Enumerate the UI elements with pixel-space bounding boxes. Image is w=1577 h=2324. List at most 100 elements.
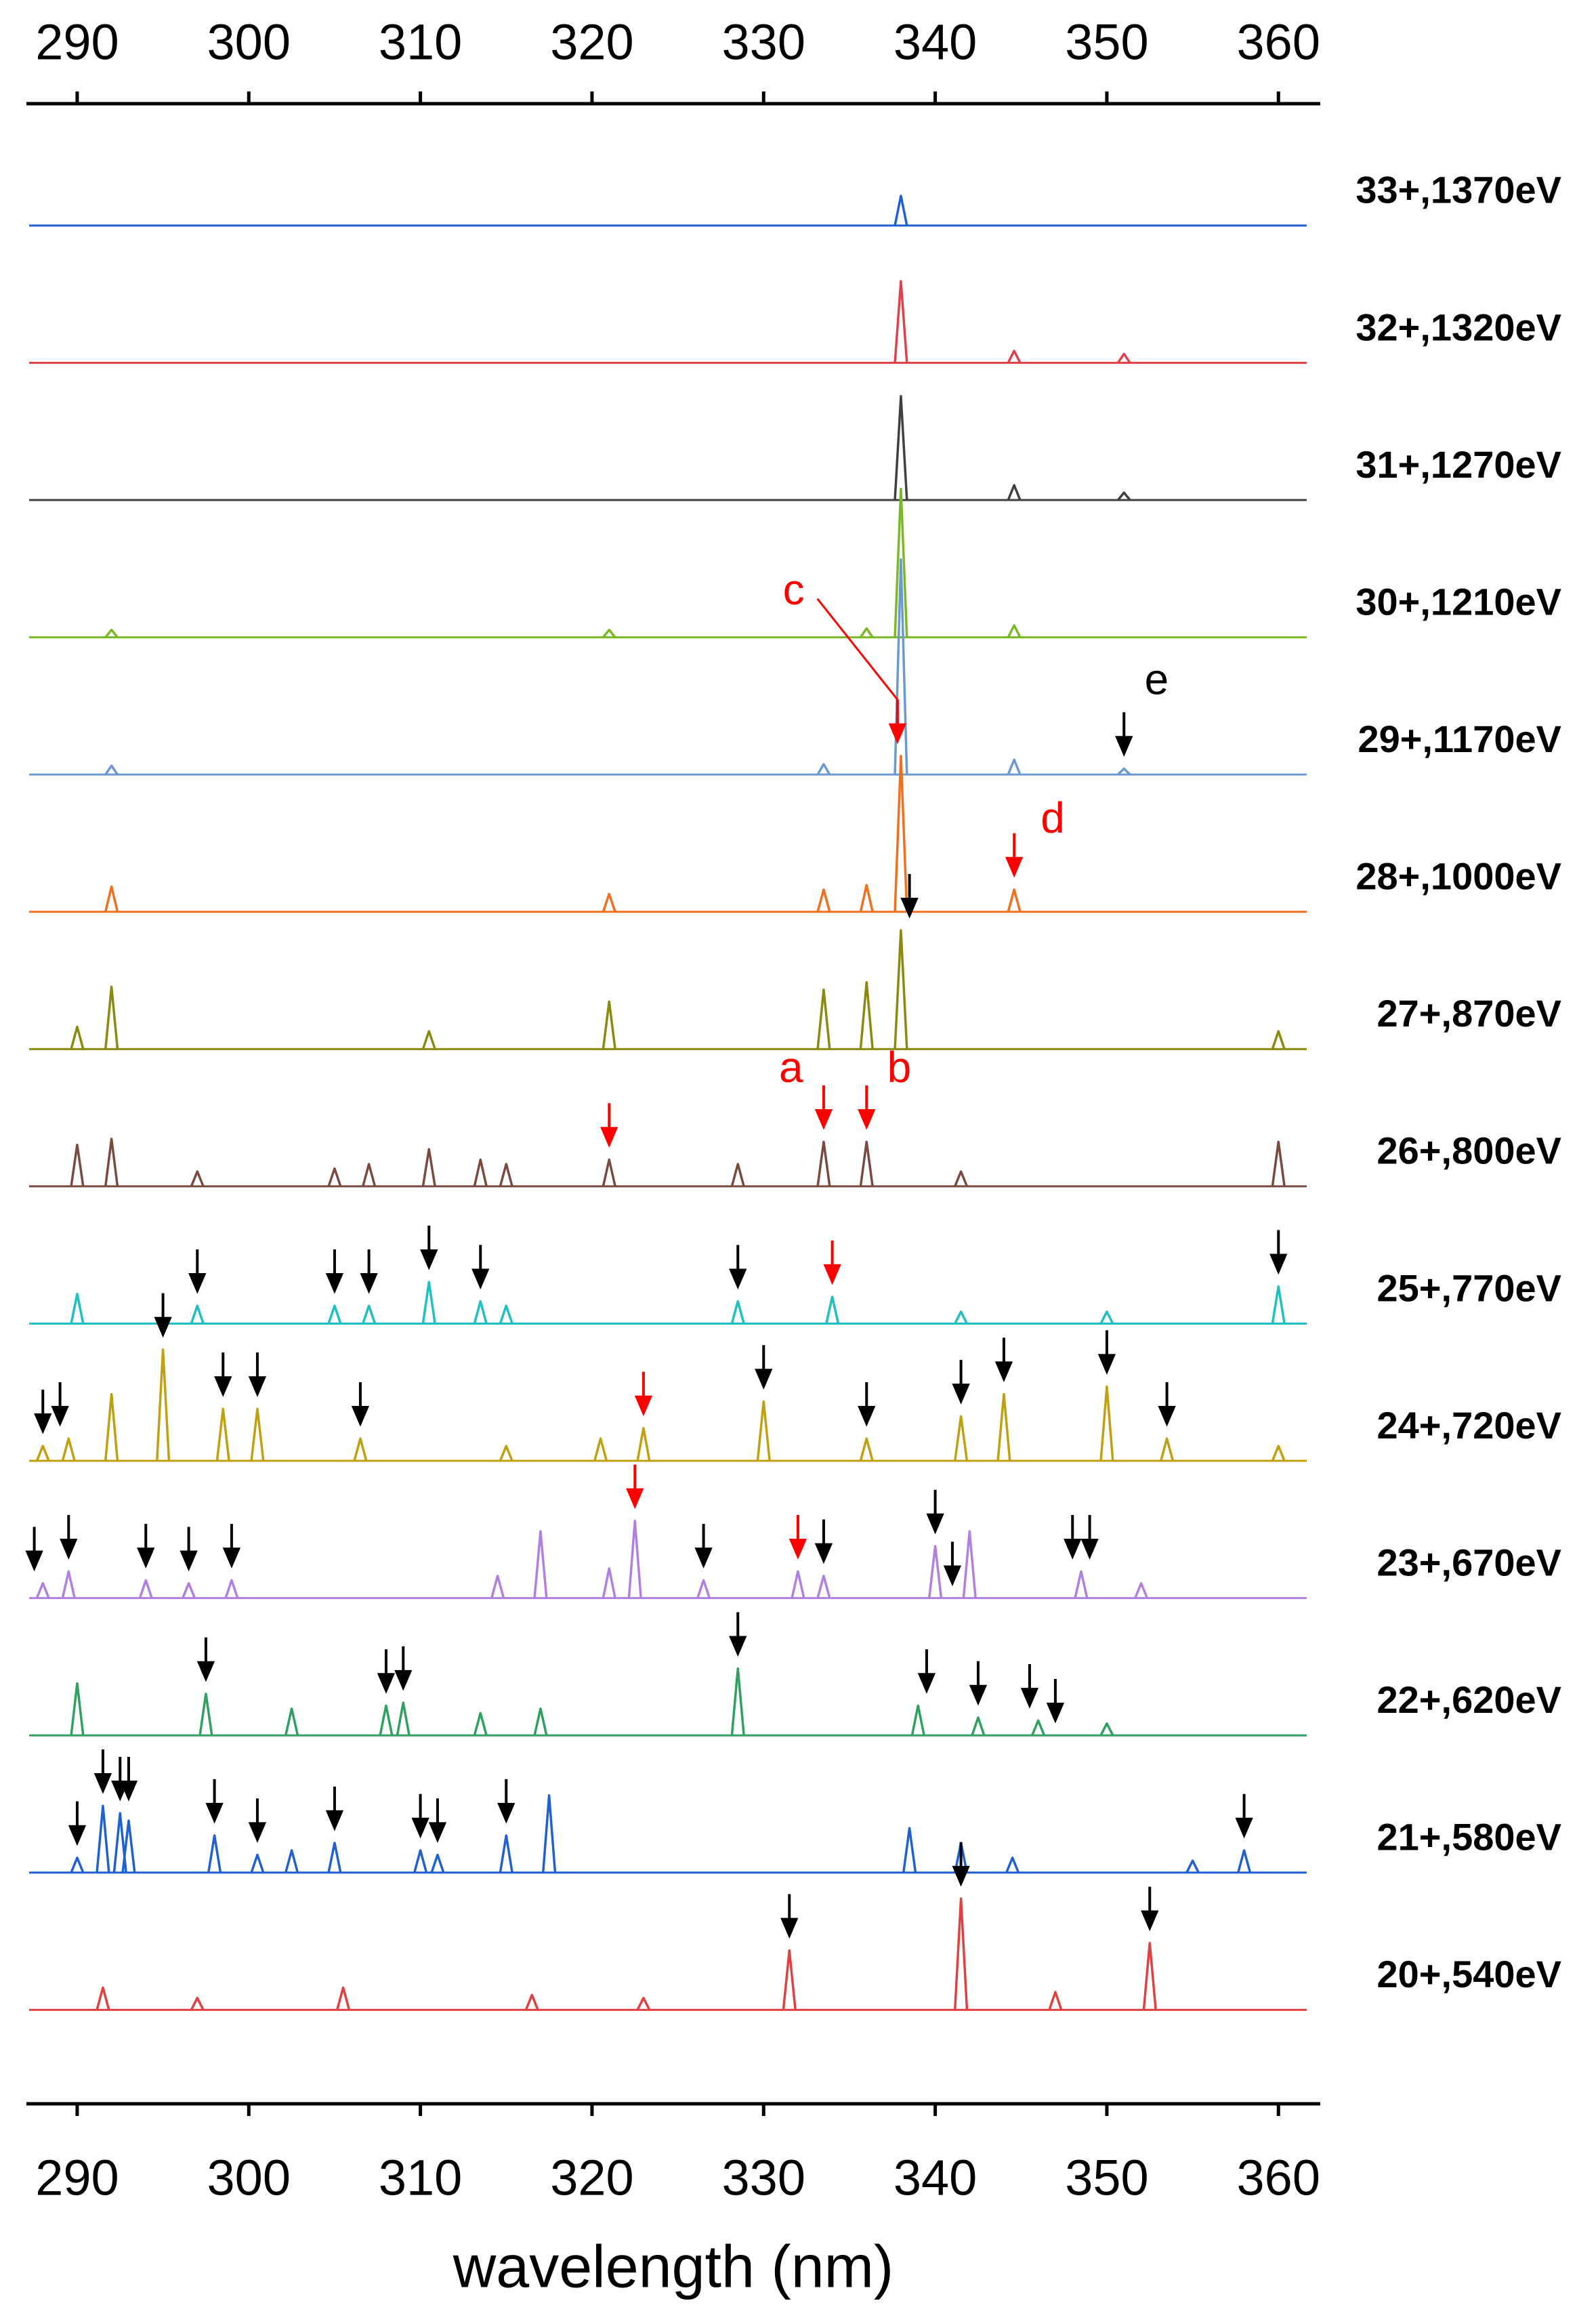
spectrum-peak: [1074, 1570, 1089, 1599]
arrow-head: [858, 1406, 876, 1427]
arrow-head: [900, 897, 919, 919]
arrow-head: [214, 1376, 232, 1397]
arrow-head: [814, 1543, 833, 1564]
spectrum-peak: [285, 1849, 299, 1873]
spectrum-peak: [859, 627, 874, 638]
x-tick-label: 340: [893, 2150, 977, 2206]
spectrum-peak: [104, 1138, 119, 1187]
annotation-leader: [816, 598, 899, 701]
spectrum-peak: [362, 1304, 377, 1325]
series-label: 29+,1170eV: [1358, 718, 1561, 760]
spectrum-peak: [859, 981, 874, 1050]
spectrum-peak: [473, 1711, 488, 1736]
spectrum-peak: [430, 1853, 445, 1873]
arrow-head: [394, 1669, 413, 1691]
arrow-head: [180, 1550, 198, 1572]
spectrum-peak: [1007, 624, 1022, 638]
spectrum-peak: [859, 1437, 874, 1461]
x-tick-label: 290: [35, 2150, 119, 2206]
arrow-head: [1158, 1406, 1176, 1427]
spectrum-peak: [859, 1140, 874, 1187]
arrow-head: [420, 1249, 438, 1270]
annotation: b: [887, 1043, 912, 1092]
spectrum-peak: [362, 1163, 377, 1187]
spectrum-peak: [190, 1304, 205, 1325]
series-label: 32+,1320eV: [1355, 306, 1561, 348]
spectrum-peak: [499, 1163, 513, 1187]
spectrum-peak: [499, 1834, 513, 1873]
spectrum-peak: [696, 1579, 711, 1599]
arrow-head: [969, 1684, 988, 1706]
spectrum-peak: [756, 1400, 771, 1461]
arrow-head: [780, 1917, 799, 1939]
spectrum-peak: [910, 1704, 925, 1736]
spectrum-peak: [1116, 352, 1131, 364]
arrow-head: [34, 1413, 52, 1434]
arrow-head: [119, 1781, 138, 1802]
spectrum-peak: [1007, 758, 1022, 775]
spectrum-peak: [421, 1281, 436, 1324]
spectrum-peak: [70, 1143, 85, 1187]
x-tick-label: 360: [1237, 2150, 1320, 2206]
spectrum-peak: [70, 1292, 85, 1324]
arrow-head: [377, 1673, 396, 1694]
spectrum-peak: [61, 1437, 76, 1461]
spectrum-peak: [198, 1693, 213, 1736]
spectrum-peak: [893, 755, 908, 912]
series-label: 26+,800eV: [1377, 1129, 1561, 1172]
spectrum-peak: [104, 764, 119, 776]
spectrum-peak: [730, 1667, 745, 1736]
spectrum-peak: [602, 1158, 616, 1187]
arrow-head: [729, 1268, 747, 1290]
spectrum-peak: [35, 1445, 50, 1461]
spectrum-peak: [155, 1348, 171, 1461]
arrow-head: [917, 1673, 936, 1694]
spectrum-peak: [1271, 1030, 1286, 1050]
spectrum-peak: [70, 1682, 85, 1736]
arrow-head: [858, 1109, 876, 1130]
arrow-head: [626, 1488, 644, 1510]
arrow-head: [952, 1865, 970, 1887]
x-tick-label: 300: [207, 14, 291, 70]
arrow-head: [1080, 1539, 1099, 1560]
spectrum-peak: [1048, 1991, 1063, 2010]
spectrum-peak: [816, 1140, 831, 1187]
spectrum-peak: [327, 1842, 342, 1873]
arrow-head: [1020, 1688, 1039, 1709]
arrow-head: [729, 1636, 747, 1657]
spectrum-peak: [893, 280, 908, 363]
arrow-head: [154, 1316, 172, 1338]
spectrum-peak: [1007, 350, 1022, 364]
spectrum-peak: [602, 628, 616, 638]
arrow-head: [497, 1802, 516, 1824]
x-tick-label: 300: [207, 2150, 291, 2206]
spectrum-peak: [541, 1794, 557, 1873]
spectrum-peak: [1271, 1140, 1286, 1187]
spectrum-peak: [190, 1997, 205, 2011]
spectrum-peak: [70, 1856, 85, 1873]
arrow-head: [952, 1384, 970, 1405]
spectrum-peak: [473, 1300, 488, 1324]
arrow-head: [60, 1539, 78, 1560]
spectrum-peak: [1099, 1385, 1114, 1461]
arrow-head: [1097, 1354, 1116, 1375]
x-tick-label: 310: [379, 2150, 462, 2206]
spectrum-peak: [533, 1530, 548, 1598]
spectrum-peak: [902, 1827, 917, 1873]
series-label: 28+,1000eV: [1355, 855, 1561, 898]
spectrum-peak: [730, 1300, 745, 1324]
series-label: 25+,770eV: [1377, 1266, 1561, 1309]
arrow-head: [196, 1661, 215, 1682]
arrow-head: [755, 1369, 773, 1390]
arrow-head: [694, 1548, 713, 1569]
spectrum-peak: [627, 1520, 642, 1598]
series-label: 27+,870eV: [1377, 992, 1561, 1035]
spectrum-peak: [1031, 1719, 1046, 1736]
arrow-head: [471, 1268, 490, 1290]
arrow-head: [943, 1565, 962, 1587]
arrow-head: [351, 1406, 370, 1427]
spectrum-peak: [224, 1579, 239, 1599]
arrow-head: [325, 1810, 344, 1831]
annotation: e: [1145, 655, 1169, 703]
